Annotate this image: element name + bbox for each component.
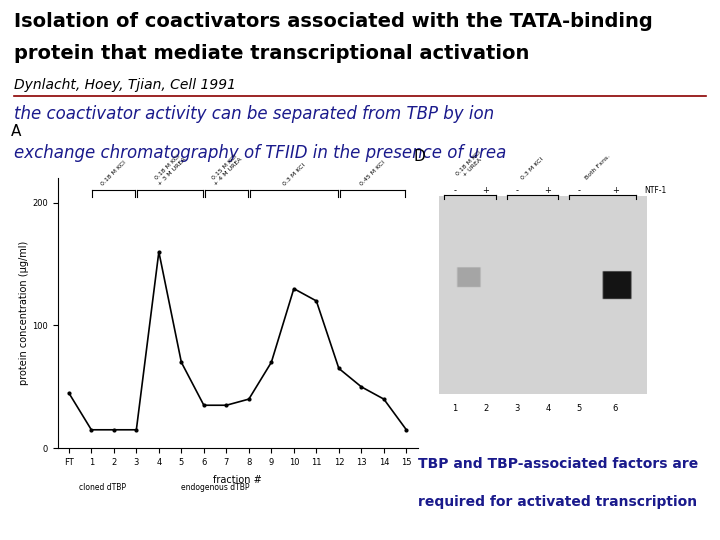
Text: 0.18 M KCl: 0.18 M KCl [101,160,127,187]
Text: Dynlacht, Hoey, Tjian, Cell 1991: Dynlacht, Hoey, Tjian, Cell 1991 [14,78,236,92]
Text: 0.18 M KCl
+ UREA: 0.18 M KCl + UREA [455,150,486,181]
Text: D: D [413,149,425,164]
Text: protein that mediate transcriptional activation: protein that mediate transcriptional act… [14,44,530,63]
Text: +: + [612,186,619,195]
Y-axis label: protein concentration (μg/ml): protein concentration (μg/ml) [19,241,30,386]
Text: 5: 5 [577,404,582,413]
Text: fraction #: fraction # [213,475,262,485]
Text: 0.18 M KCl
+ 3 M UREA: 0.18 M KCl + 3 M UREA [153,153,187,187]
Text: 2: 2 [483,404,488,413]
Text: 1: 1 [452,404,457,413]
Text: exchange chromatography of TFIID in the presence of urea: exchange chromatography of TFIID in the … [14,144,507,162]
Text: 0.15 M KCl
+ 4 M UREA: 0.15 M KCl + 4 M UREA [210,153,243,187]
Text: endogenous dTBP: endogenous dTBP [181,483,249,491]
Text: 0.3 M KCl: 0.3 M KCl [282,163,306,187]
Text: Isolation of coactivators associated with the TATA-binding: Isolation of coactivators associated wit… [14,12,653,31]
Text: A: A [11,124,21,139]
Text: +: + [544,186,552,195]
Text: NTF-1: NTF-1 [644,186,666,195]
Text: -: - [516,186,518,195]
Text: the coactivator activity can be separated from TBP by ion: the coactivator activity can be separate… [14,105,495,123]
Text: Both Fxns.: Both Fxns. [584,154,611,181]
Text: -: - [577,186,580,195]
Text: TBP and TBP-associated factors are: TBP and TBP-associated factors are [418,457,698,471]
Text: 0.45 M KCl: 0.45 M KCl [359,160,386,187]
Text: required for activated transcription: required for activated transcription [418,495,697,509]
Text: 4: 4 [546,404,551,413]
Text: cloned dTBP: cloned dTBP [79,483,126,491]
Text: 3: 3 [514,404,520,413]
Text: 6: 6 [613,404,618,413]
Text: +: + [482,186,490,195]
Text: 0.3 M KCl: 0.3 M KCl [521,157,544,181]
Text: -: - [454,186,456,195]
